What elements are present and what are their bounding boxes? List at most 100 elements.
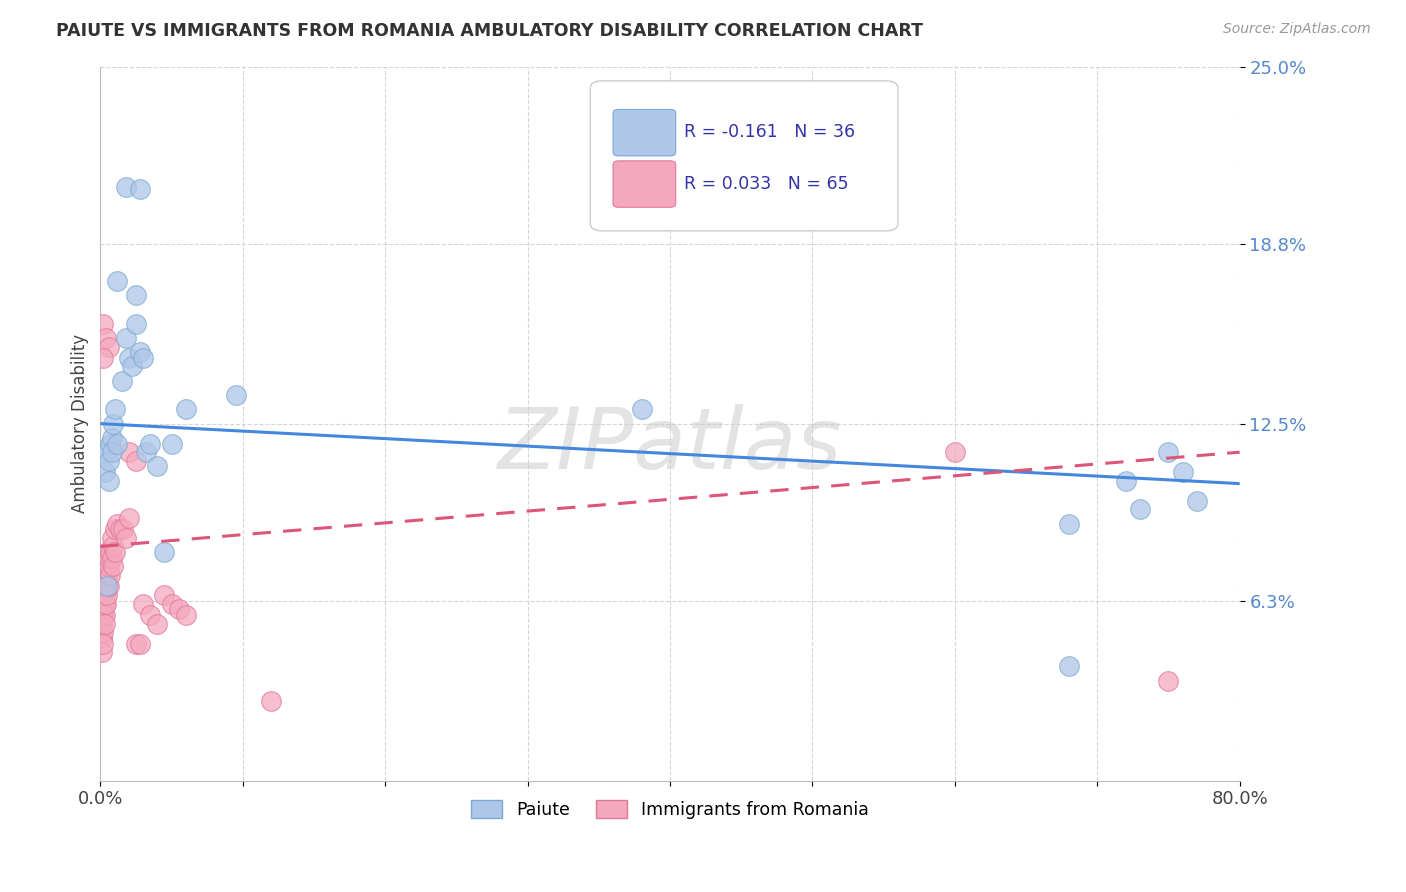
Point (125, 317, 148, 331)
Point (118, 511, 141, 525)
Point (93, 574, 115, 588)
Point (943, 445, 966, 459)
Point (111, 374, 134, 388)
Point (100, 550, 122, 565)
Point (94, 597, 117, 611)
Legend: Paiute, Immigrants from Romania: Paiute, Immigrants from Romania (464, 793, 876, 825)
Point (90, 597, 112, 611)
Point (94, 550, 117, 565)
FancyBboxPatch shape (613, 110, 676, 156)
Point (125, 454, 148, 468)
Point (91, 568, 114, 582)
Point (167, 602, 190, 616)
Point (96, 588, 118, 602)
Text: PAIUTE VS IMMIGRANTS FROM ROMANIA AMBULATORY DISABILITY CORRELATION CHART: PAIUTE VS IMMIGRANTS FROM ROMANIA AMBULA… (56, 22, 924, 40)
Point (1115, 474, 1137, 488)
Point (129, 345, 152, 359)
Point (90, 602, 112, 616)
Point (93, 588, 115, 602)
Text: Source: ZipAtlas.com: Source: ZipAtlas.com (1223, 22, 1371, 37)
Point (174, 402, 197, 417)
Point (98, 568, 121, 582)
Point (100, 531, 122, 545)
Point (91, 636, 114, 650)
Point (94, 331, 117, 345)
Point (1185, 493, 1208, 508)
Point (153, 545, 176, 559)
Point (104, 402, 127, 417)
Point (94, 579, 117, 593)
Point (91, 351, 114, 365)
Point (97, 454, 120, 468)
Point (96, 568, 118, 582)
Point (225, 388, 247, 402)
Point (125, 636, 148, 650)
Point (98, 436, 121, 450)
Point (93, 607, 115, 622)
Point (94, 559, 117, 574)
Point (146, 616, 169, 631)
Point (125, 288, 148, 302)
Point (132, 351, 155, 365)
Point (97, 474, 120, 488)
FancyBboxPatch shape (591, 81, 898, 231)
Point (1129, 502, 1152, 516)
Point (101, 540, 124, 554)
Text: R = -0.161   N = 36: R = -0.161 N = 36 (683, 123, 855, 141)
Point (1157, 445, 1180, 459)
Point (101, 417, 124, 431)
Point (90, 607, 112, 622)
Point (97, 579, 120, 593)
Point (1157, 673, 1180, 688)
Point (146, 459, 169, 474)
Point (93, 616, 115, 631)
Point (94, 445, 117, 459)
Point (112, 522, 135, 536)
Point (139, 607, 162, 622)
Point (96, 579, 118, 593)
Point (97, 339, 120, 353)
Point (118, 351, 141, 365)
Point (93, 597, 115, 611)
Point (107, 436, 129, 450)
FancyBboxPatch shape (613, 161, 676, 207)
Point (630, 402, 652, 417)
Point (101, 559, 124, 574)
Point (91, 588, 114, 602)
Point (104, 522, 127, 536)
Point (91, 625, 114, 640)
Point (90, 631, 112, 645)
Point (97, 559, 120, 574)
Point (160, 597, 183, 611)
Point (174, 607, 197, 622)
Point (97, 550, 120, 565)
Point (1171, 465, 1194, 479)
Point (91, 607, 114, 622)
Point (100, 445, 122, 459)
Point (139, 436, 162, 450)
Point (91, 579, 114, 593)
Point (93, 465, 115, 479)
Point (90, 616, 112, 631)
Point (89, 588, 111, 602)
Point (153, 588, 176, 602)
Point (118, 445, 141, 459)
Point (129, 636, 152, 650)
Point (260, 694, 283, 708)
Point (91, 317, 114, 331)
Point (104, 545, 127, 559)
Point (107, 274, 129, 288)
Point (1057, 516, 1080, 531)
Point (91, 602, 114, 616)
Point (129, 182, 152, 196)
Text: ZIPatlas: ZIPatlas (498, 403, 842, 486)
Point (96, 545, 118, 559)
Point (1057, 659, 1080, 673)
Text: R = 0.033   N = 65: R = 0.033 N = 65 (683, 176, 848, 194)
Point (121, 359, 143, 374)
Point (115, 331, 138, 345)
Point (90, 645, 112, 659)
Point (100, 431, 122, 445)
Point (115, 531, 138, 545)
Point (115, 179, 138, 194)
